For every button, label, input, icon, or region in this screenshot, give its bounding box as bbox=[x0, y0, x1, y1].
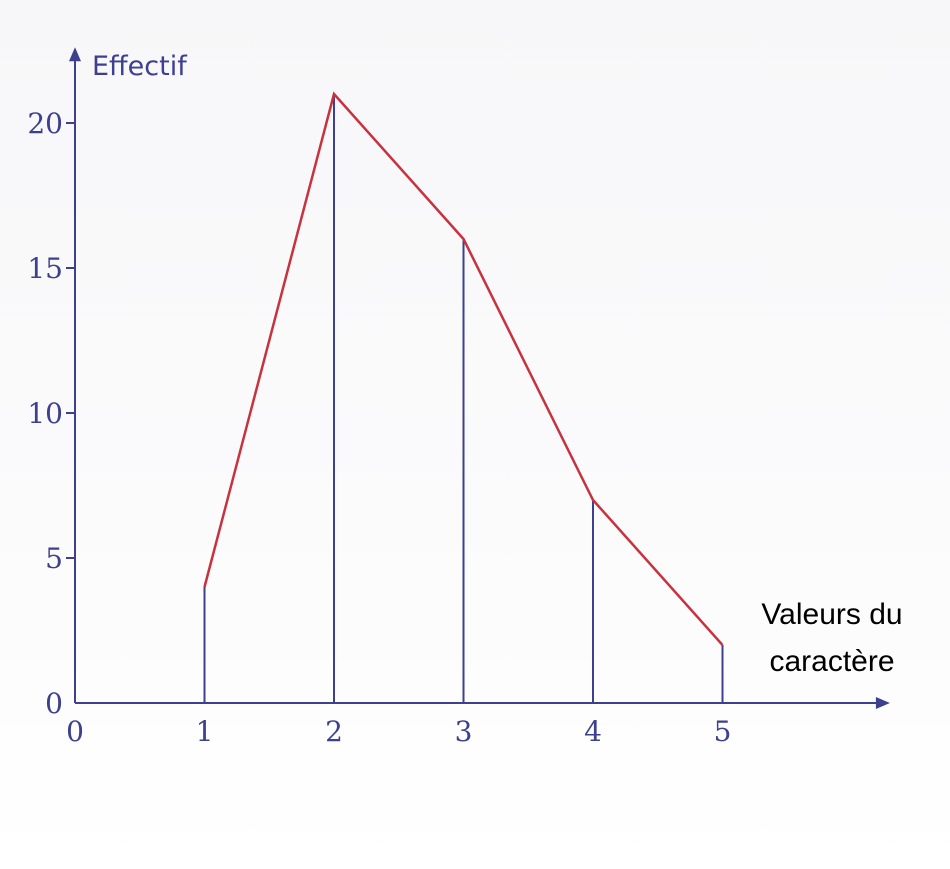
y-tick-label: 0 bbox=[45, 687, 63, 720]
x-axis-label-line-2: caractère bbox=[769, 645, 894, 678]
frequency-polygon-line bbox=[203, 91, 724, 646]
axis-labels: Effectif Valeurs du caractère bbox=[92, 51, 903, 678]
ticks: 0 5 10 15 20 0 1 2 3 4 5 bbox=[27, 107, 731, 748]
y-axis-arrow bbox=[69, 47, 81, 62]
frequency-polygon bbox=[203, 91, 724, 646]
y-tick-label: 20 bbox=[27, 107, 63, 140]
x-tick-label: 5 bbox=[714, 715, 732, 748]
stems bbox=[203, 94, 724, 703]
x-tick-label: 4 bbox=[584, 715, 602, 748]
y-tick-label: 10 bbox=[27, 397, 63, 430]
x-axis-label-line-1: Valeurs du bbox=[761, 598, 902, 631]
x-axis-arrow bbox=[875, 697, 890, 709]
axes bbox=[69, 47, 890, 709]
x-tick-label: 0 bbox=[66, 715, 84, 748]
x-tick-label: 2 bbox=[325, 715, 343, 748]
y-axis-label: Effectif bbox=[92, 51, 188, 82]
x-tick-label: 1 bbox=[196, 715, 214, 748]
y-tick-label: 5 bbox=[45, 542, 63, 575]
x-tick-label: 3 bbox=[455, 715, 473, 748]
y-tick-label: 15 bbox=[27, 252, 63, 285]
